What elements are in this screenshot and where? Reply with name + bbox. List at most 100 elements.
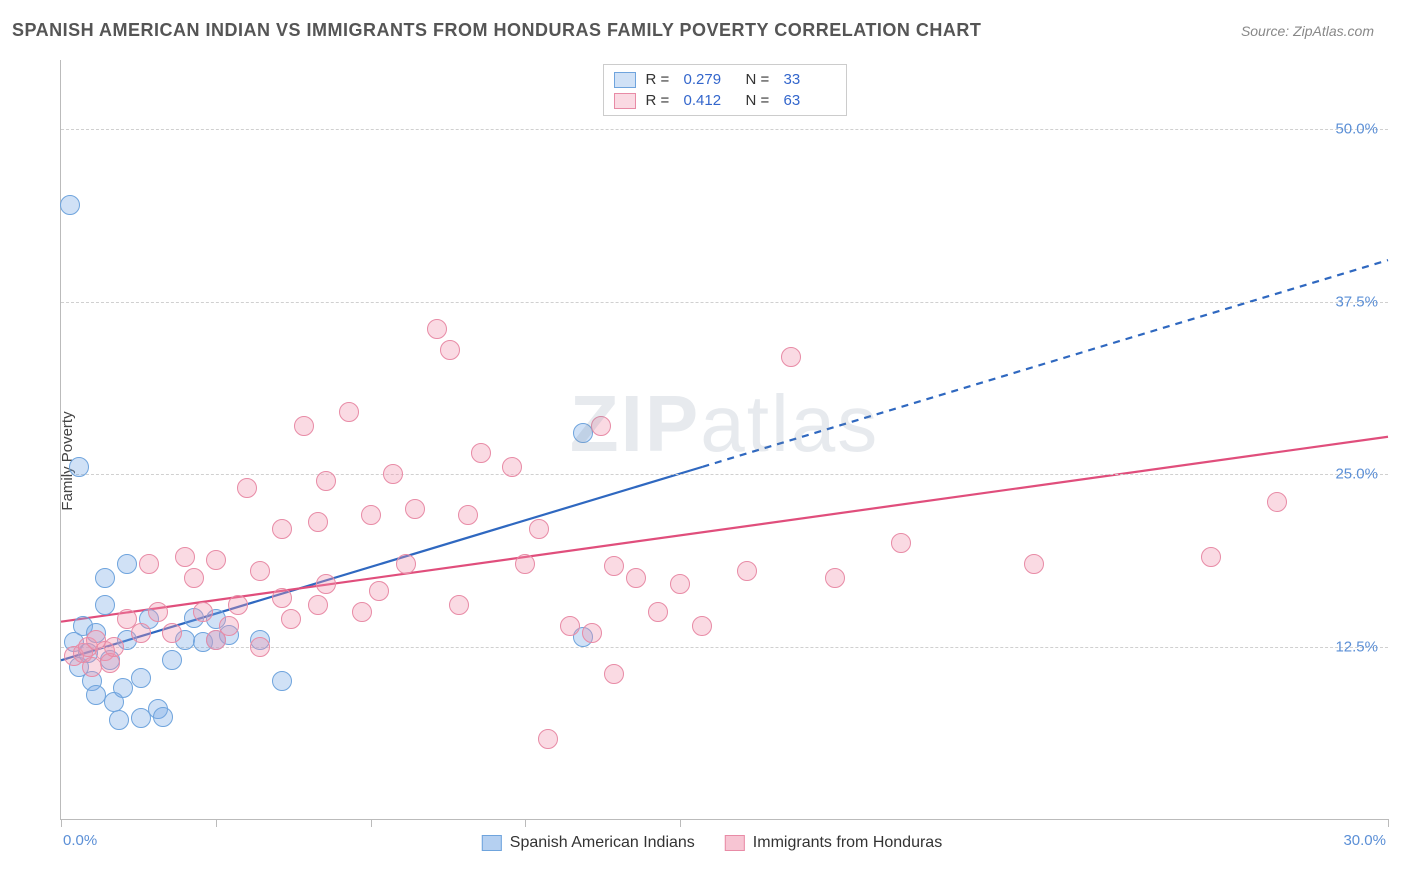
data-point bbox=[502, 457, 522, 477]
data-point bbox=[109, 710, 129, 730]
chart-source: Source: ZipAtlas.com bbox=[1241, 23, 1374, 39]
r-label: R = bbox=[646, 71, 674, 88]
x-tick bbox=[525, 819, 526, 827]
x-tick bbox=[371, 819, 372, 827]
gridline bbox=[61, 302, 1388, 303]
y-tick-label: 25.0% bbox=[1335, 466, 1378, 483]
data-point bbox=[604, 664, 624, 684]
r-label: R = bbox=[646, 92, 674, 109]
gridline bbox=[61, 129, 1388, 130]
data-point bbox=[104, 637, 124, 657]
data-point bbox=[237, 478, 257, 498]
x-tick bbox=[61, 819, 62, 827]
data-point bbox=[369, 581, 389, 601]
data-point bbox=[131, 623, 151, 643]
data-point bbox=[591, 416, 611, 436]
data-point bbox=[825, 568, 845, 588]
data-point bbox=[162, 623, 182, 643]
data-point bbox=[281, 609, 301, 629]
data-point bbox=[352, 602, 372, 622]
data-point bbox=[1267, 492, 1287, 512]
x-tick-label-max: 30.0% bbox=[1343, 832, 1386, 849]
data-point bbox=[250, 561, 270, 581]
data-point bbox=[95, 595, 115, 615]
data-point bbox=[131, 668, 151, 688]
data-point bbox=[60, 195, 80, 215]
data-point bbox=[1024, 554, 1044, 574]
data-point bbox=[582, 623, 602, 643]
data-point bbox=[162, 650, 182, 670]
y-tick-label: 37.5% bbox=[1335, 293, 1378, 310]
data-point bbox=[891, 533, 911, 553]
data-point bbox=[427, 319, 447, 339]
data-point bbox=[316, 471, 336, 491]
legend-item-blue: Spanish American Indians bbox=[482, 834, 695, 852]
data-point bbox=[440, 340, 460, 360]
data-point bbox=[383, 464, 403, 484]
data-point bbox=[148, 602, 168, 622]
data-point bbox=[316, 574, 336, 594]
watermark: ZIPatlas bbox=[570, 378, 879, 470]
legend-swatch-icon bbox=[482, 835, 502, 851]
data-point bbox=[308, 595, 328, 615]
data-point bbox=[308, 512, 328, 532]
data-point bbox=[1201, 547, 1221, 567]
data-point bbox=[529, 519, 549, 539]
legend-swatch-blue bbox=[614, 72, 636, 88]
x-tick bbox=[680, 819, 681, 827]
chart-title: SPANISH AMERICAN INDIAN VS IMMIGRANTS FR… bbox=[12, 20, 981, 41]
data-point bbox=[131, 708, 151, 728]
trend-line-solid bbox=[61, 437, 1388, 622]
legend-row-1: R = 0.279 N = 33 bbox=[614, 69, 836, 90]
data-point bbox=[471, 443, 491, 463]
trend-line-dashed bbox=[702, 260, 1388, 467]
plot-area: R = 0.279 N = 33 R = 0.412 N = 63 ZIPatl… bbox=[60, 60, 1388, 820]
data-point bbox=[139, 554, 159, 574]
x-tick bbox=[1388, 819, 1389, 827]
data-point bbox=[396, 554, 416, 574]
data-point bbox=[117, 554, 137, 574]
n-value: 63 bbox=[784, 92, 836, 109]
n-value: 33 bbox=[784, 71, 836, 88]
data-point bbox=[175, 547, 195, 567]
data-point bbox=[113, 678, 133, 698]
legend-swatch-pink bbox=[614, 93, 636, 109]
data-point bbox=[272, 671, 292, 691]
data-point bbox=[294, 416, 314, 436]
r-value: 0.412 bbox=[684, 92, 736, 109]
series-legend: Spanish American Indians Immigrants from… bbox=[482, 834, 942, 852]
data-point bbox=[538, 729, 558, 749]
data-point bbox=[449, 595, 469, 615]
data-point bbox=[361, 505, 381, 525]
gridline bbox=[61, 474, 1388, 475]
data-point bbox=[560, 616, 580, 636]
data-point bbox=[737, 561, 757, 581]
data-point bbox=[219, 616, 239, 636]
legend-row-2: R = 0.412 N = 63 bbox=[614, 90, 836, 111]
y-tick-label: 12.5% bbox=[1335, 638, 1378, 655]
data-point bbox=[781, 347, 801, 367]
r-value: 0.279 bbox=[684, 71, 736, 88]
legend-swatch-icon bbox=[725, 835, 745, 851]
legend-label: Immigrants from Honduras bbox=[753, 834, 942, 852]
data-point bbox=[692, 616, 712, 636]
legend-item-pink: Immigrants from Honduras bbox=[725, 834, 942, 852]
data-point bbox=[206, 550, 226, 570]
data-point bbox=[648, 602, 668, 622]
data-point bbox=[95, 568, 115, 588]
data-point bbox=[272, 519, 292, 539]
data-point bbox=[69, 457, 89, 477]
data-point bbox=[626, 568, 646, 588]
data-point bbox=[250, 637, 270, 657]
correlation-legend: R = 0.279 N = 33 R = 0.412 N = 63 bbox=[603, 64, 847, 116]
data-point bbox=[228, 595, 248, 615]
data-point bbox=[515, 554, 535, 574]
chart-container: Family Poverty R = 0.279 N = 33 R = 0.41… bbox=[36, 60, 1388, 862]
y-tick-label: 50.0% bbox=[1335, 121, 1378, 138]
data-point bbox=[604, 556, 624, 576]
data-point bbox=[153, 707, 173, 727]
data-point bbox=[458, 505, 478, 525]
data-point bbox=[193, 602, 213, 622]
data-point bbox=[670, 574, 690, 594]
chart-header: SPANISH AMERICAN INDIAN VS IMMIGRANTS FR… bbox=[0, 0, 1406, 51]
